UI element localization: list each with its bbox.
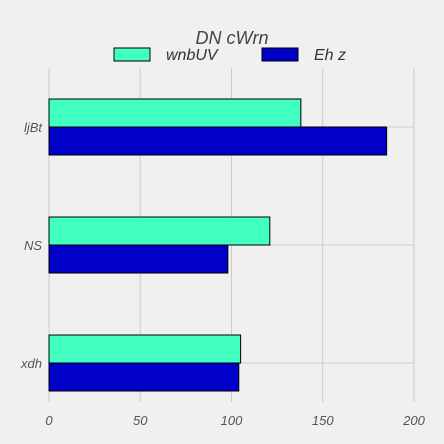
legend-label: wnbUV [166, 47, 219, 64]
bar-wnbUV-NS [48, 216, 271, 246]
x-tick-label: 0 [45, 413, 53, 428]
x-tick-label: 50 [133, 413, 148, 428]
legend-title: DN cWrn [196, 28, 269, 48]
bar-layer [48, 98, 388, 392]
x-tick-label: 150 [312, 413, 334, 428]
legend-swatch [261, 47, 299, 62]
legend-label: Eh z [314, 47, 346, 64]
y-tick-label: xdh [20, 356, 42, 371]
bar-wnbUV-xdh [48, 334, 242, 364]
bar-Eh-z-NS [48, 244, 229, 274]
bar-Eh-z-xdh [48, 362, 240, 392]
legend-swatch [113, 47, 151, 62]
legend: DN cWrn wnbUV Eh z [113, 28, 346, 64]
bar-Eh-z-ljBt [48, 126, 388, 156]
x-tick-label: 100 [221, 413, 243, 428]
y-tick-label: ljBt [24, 120, 43, 135]
y-tick-label: NS [24, 238, 42, 253]
bar-wnbUV-ljBt [48, 98, 302, 128]
x-tick-label: 200 [402, 413, 425, 428]
tick-layer: 0 50 100 150 200 xdh NS ljBt [20, 120, 426, 428]
